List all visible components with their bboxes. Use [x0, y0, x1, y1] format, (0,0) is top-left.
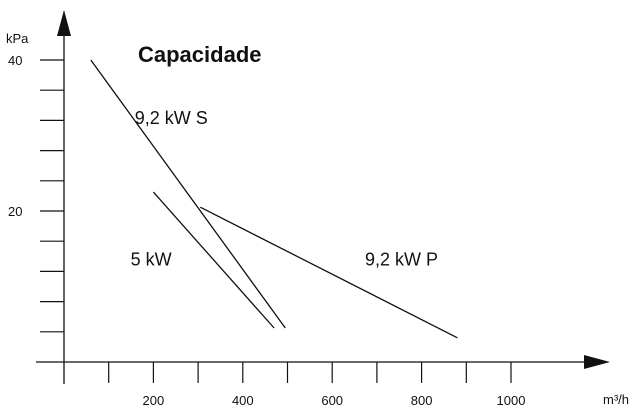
series-label-2: 5 kW: [131, 249, 172, 269]
y-axis-label: kPa: [6, 31, 29, 46]
x-tick-label: 800: [411, 393, 433, 408]
y-tick-label: 40: [8, 53, 22, 68]
series-lines: 9,2 kW S 5 kW 9,2 kW P: [90, 59, 458, 339]
x-tick-label: 1000: [497, 393, 526, 408]
series-label-3: 9,2 kW P: [365, 249, 438, 269]
x-tick-label: 600: [321, 393, 343, 408]
x-axis-label: m³/h: [603, 392, 629, 407]
series-label-1: 9,2 kW S: [135, 108, 208, 128]
y-axis-arrowhead: [57, 10, 71, 36]
x-axis-arrowhead: [584, 355, 610, 369]
x-ticks: 200 400 600 800 1000: [108, 362, 526, 408]
labels: Capacidade kPa m³/h: [6, 31, 629, 407]
x-tick-label: 200: [143, 393, 165, 408]
series-line-2: [152, 191, 275, 329]
y-tick-label: 20: [8, 204, 22, 219]
chart-title: Capacidade: [138, 42, 262, 67]
axes: [36, 10, 610, 384]
series-line-1: [90, 59, 286, 329]
x-tick-label: 400: [232, 393, 254, 408]
series-line-3: [200, 206, 458, 339]
